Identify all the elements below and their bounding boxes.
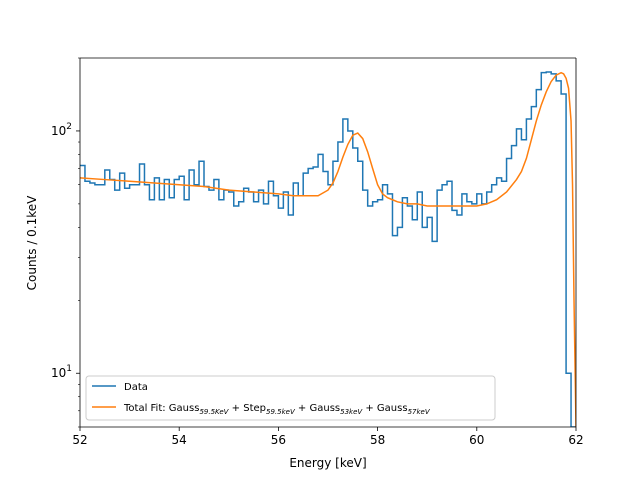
y-tick-label: 102 [51, 122, 72, 138]
x-tick-label: 62 [568, 433, 583, 447]
axes [79, 57, 577, 428]
legend-label-data: Data [124, 382, 148, 393]
y-tick-label-base: 10 [51, 124, 66, 138]
fit-series-line [80, 71, 576, 427]
legend-fit-sub-1: 59.5keV [266, 408, 296, 416]
y-tick-label: 101 [51, 364, 72, 380]
legend-label-fit: Total Fit: Gauss59.5KeV + Step59.5keV + … [123, 403, 431, 416]
x-tick-label: 54 [172, 433, 187, 447]
legend-fit-sub-2: 53keV [340, 408, 363, 416]
y-tick-label-exponent: 1 [66, 364, 72, 374]
y-axis-label: Counts / 0.1keV [25, 195, 39, 291]
x-axis-label: Energy [keV] [289, 456, 366, 470]
x-tick-label: 58 [370, 433, 385, 447]
legend-fit-part-1: + Step [228, 403, 266, 414]
legend-fit-sub-0: 59.5KeV [199, 408, 229, 416]
x-tick-label: 56 [271, 433, 286, 447]
legend-fit-sub-3: 57keV [408, 408, 431, 416]
data-series-line [80, 71, 576, 427]
legend-fit-part-0: Total Fit: Gauss [123, 403, 199, 414]
y-tick-label-base: 10 [51, 366, 66, 380]
legend: Data Total Fit: Gauss59.5KeV + Step59.5k… [85, 375, 496, 421]
legend-fit-part-3: + Gauss [362, 403, 407, 414]
series-layer [80, 71, 576, 427]
legend-fit-part-2: + Gauss [295, 403, 340, 414]
x-tick-label: 52 [72, 433, 87, 447]
x-tick-label: 60 [469, 433, 484, 447]
y-tick-label-exponent: 2 [66, 122, 72, 132]
legend-box [85, 375, 496, 421]
